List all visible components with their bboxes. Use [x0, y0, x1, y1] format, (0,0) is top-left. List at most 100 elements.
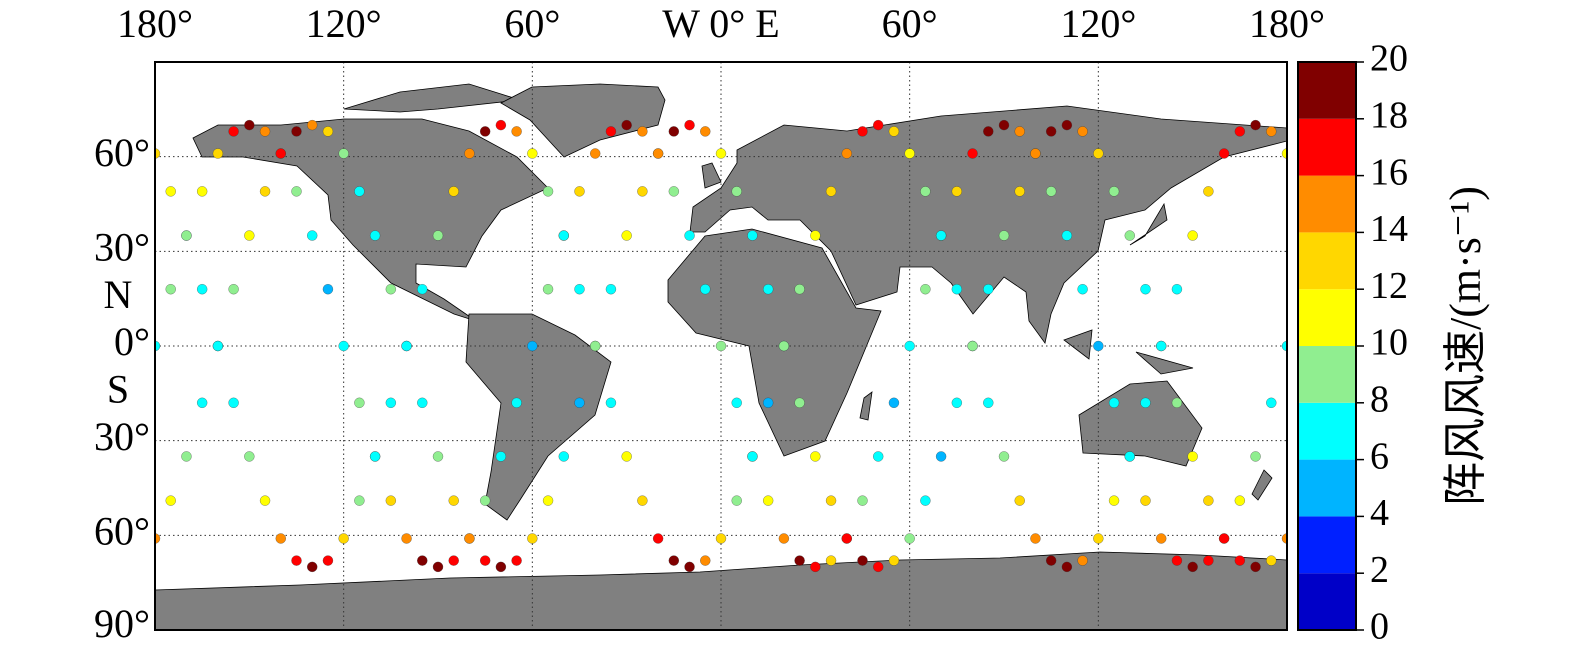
track-point — [825, 555, 837, 566]
track-point — [574, 186, 585, 197]
track-point — [417, 397, 428, 408]
colorbar-band — [1298, 346, 1356, 403]
track-points — [155, 119, 1287, 573]
track-point — [244, 230, 255, 241]
track-point — [181, 451, 192, 462]
track-point — [511, 397, 522, 408]
track-point — [417, 555, 428, 566]
x-tick-label: 120° — [1060, 1, 1136, 46]
eurasia — [689, 105, 1287, 344]
track-point — [275, 148, 286, 159]
colorbar-band — [1298, 459, 1356, 517]
track-point — [763, 284, 774, 295]
track-point — [1108, 186, 1120, 197]
track-point — [810, 230, 821, 241]
track-point — [668, 186, 679, 197]
track-point — [1140, 495, 1151, 506]
track-point — [888, 126, 900, 137]
track-point — [385, 284, 396, 295]
north-america — [192, 118, 549, 322]
track-point — [1187, 230, 1198, 241]
track-point — [1203, 186, 1214, 197]
x-tick-label: 60° — [882, 1, 938, 46]
colorbar-band — [1298, 289, 1356, 346]
track-point — [155, 533, 161, 544]
track-point — [1187, 451, 1198, 462]
x-tick-label: 60° — [504, 1, 560, 46]
track-point — [1171, 284, 1183, 295]
track-point — [155, 340, 161, 352]
new-guinea — [1135, 351, 1194, 375]
track-point — [464, 148, 475, 159]
track-point — [212, 148, 224, 159]
track-point — [1046, 186, 1057, 197]
track-point — [1077, 555, 1088, 566]
x-tick-label: W 0° E — [662, 1, 779, 46]
track-point — [763, 397, 774, 408]
track-point — [307, 561, 318, 573]
track-point — [1281, 533, 1287, 544]
colorbar-band — [1298, 232, 1356, 290]
track-point — [165, 186, 176, 197]
track-point — [1156, 340, 1167, 352]
track-point — [621, 451, 632, 462]
track-point — [1203, 495, 1214, 506]
track-point — [1203, 555, 1214, 566]
africa — [667, 228, 882, 457]
track-point — [1156, 533, 1167, 544]
track-point — [1077, 126, 1088, 137]
track-point — [338, 340, 349, 352]
track-point — [480, 126, 491, 137]
track-point — [307, 119, 318, 131]
y-tick-label: 60° — [94, 509, 150, 554]
track-point — [794, 555, 805, 566]
track-point — [527, 533, 538, 544]
track-point — [967, 340, 978, 352]
colorbar-tick-label: 0 — [1370, 606, 1389, 648]
track-point — [621, 119, 632, 131]
track-point — [825, 186, 837, 197]
track-point — [1108, 397, 1120, 408]
track-point — [574, 397, 585, 408]
colorbar-tick-label: 18 — [1370, 95, 1408, 137]
track-point — [873, 561, 884, 573]
colorbar-tick-label: 2 — [1370, 549, 1389, 591]
track-point — [432, 451, 444, 462]
colorbar-band — [1298, 573, 1356, 630]
new-zealand — [1251, 469, 1273, 501]
track-point — [700, 555, 711, 566]
track-point — [1108, 495, 1120, 506]
track-point — [197, 397, 208, 408]
track-point — [401, 533, 412, 544]
track-point — [259, 186, 271, 197]
track-point — [338, 148, 349, 159]
track-point — [983, 126, 994, 137]
colorbar-tick-label: 16 — [1370, 151, 1408, 193]
axis-labels: 180° 120° 60° W 0° E 60° 120° 180° 60° 30° 0° 30° 6… — [94, 1, 1325, 646]
track-point — [920, 186, 931, 197]
track-point — [369, 230, 381, 241]
track-point — [904, 148, 915, 159]
track-point — [1171, 555, 1183, 566]
japan — [1129, 202, 1168, 246]
colorbar-tick-label: 4 — [1370, 492, 1389, 534]
track-point — [904, 340, 915, 352]
track-point — [747, 451, 758, 462]
track-point — [1124, 451, 1135, 462]
track-point — [794, 284, 805, 295]
north-label: N — [104, 272, 133, 317]
colorbar-tick-label: 12 — [1370, 265, 1408, 307]
colorbar-band — [1298, 118, 1356, 176]
track-point — [307, 230, 318, 241]
colorbar-label: 阵风风速/(m·s⁻¹) — [1441, 186, 1490, 506]
track-point — [857, 495, 868, 506]
track-point — [1266, 397, 1277, 408]
track-point — [684, 230, 695, 241]
track-point — [1171, 397, 1183, 408]
track-point — [1266, 126, 1277, 137]
track-point — [935, 230, 947, 241]
track-point — [1140, 397, 1151, 408]
track-point — [1046, 555, 1057, 566]
track-point — [873, 119, 884, 131]
track-point — [951, 284, 962, 295]
